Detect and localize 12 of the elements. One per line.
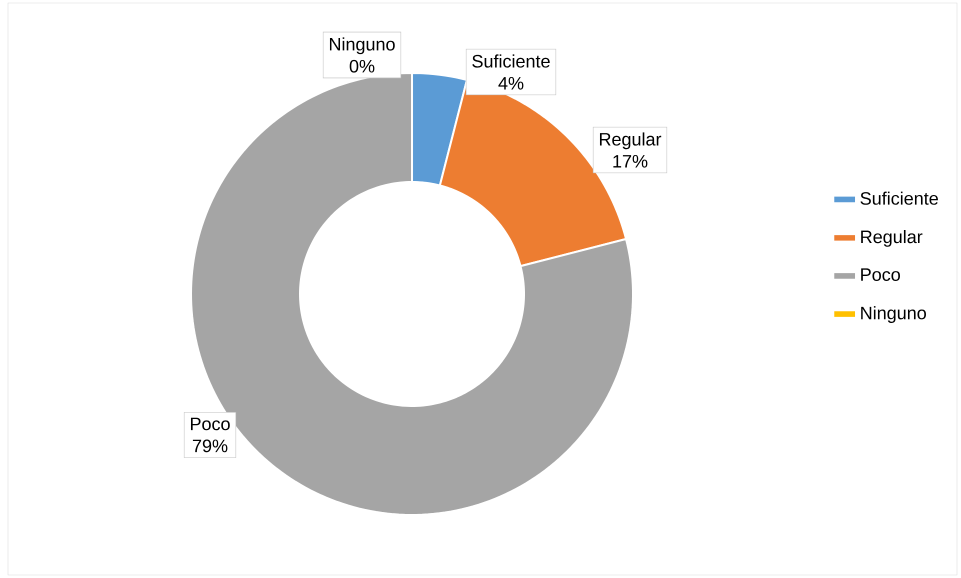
legend-label: Suficiente [860,192,938,205]
legend-label: Regular [861,230,922,247]
data-label: 79% [192,440,228,452]
category-label: Ninguno [330,37,395,54]
legend-label: Ninguno [861,306,926,323]
data-label: 4% [498,76,524,90]
slice-label: Poco [190,418,230,430]
text: 0% [350,60,374,73]
legend-label: Poco [861,268,900,281]
slice-label: Suficiente [472,54,550,68]
slice-label: Regular [600,132,662,150]
data-label: 17% [613,154,648,168]
